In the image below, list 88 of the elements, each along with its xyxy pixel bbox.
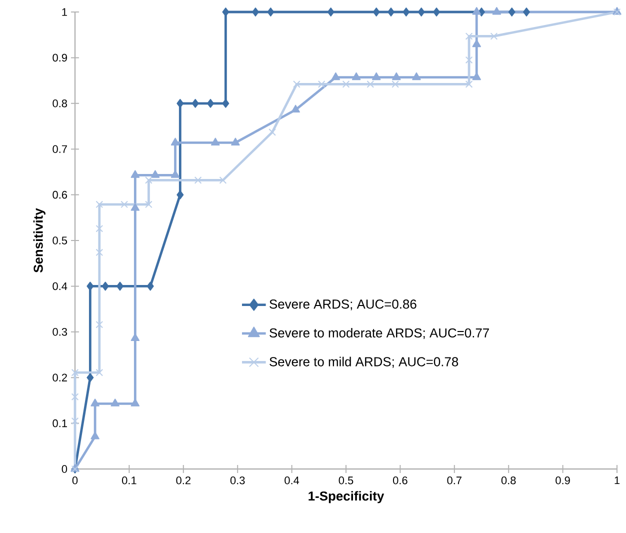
point [207, 98, 214, 108]
x-tick-label: 0 [72, 476, 78, 484]
point [231, 138, 240, 146]
point [252, 8, 259, 16]
point [222, 98, 230, 108]
y-tick-label: 0.6 [52, 190, 68, 199]
y-tick-label: 0.4 [52, 282, 68, 290]
y-tick-label: 0.3 [52, 328, 68, 336]
point [372, 8, 380, 16]
point [508, 8, 516, 16]
x-tick-label: 0.1 [122, 476, 136, 484]
point [293, 80, 300, 88]
point [327, 8, 334, 16]
point [372, 72, 381, 80]
y-tick-label: 0.2 [52, 374, 67, 382]
legend-label: Severe to moderate ARDS; AUC=0.77 [270, 328, 489, 340]
point [120, 200, 128, 208]
y-tick-label: 0.9 [52, 54, 67, 62]
point [291, 104, 300, 113]
point [418, 8, 425, 16]
point [342, 80, 350, 88]
point [130, 398, 140, 406]
point [96, 224, 104, 232]
point [71, 417, 79, 425]
point [96, 368, 104, 376]
point [176, 190, 184, 200]
point [465, 32, 473, 40]
point [130, 203, 140, 211]
point [523, 8, 530, 16]
point [86, 282, 94, 291]
point [96, 248, 104, 256]
y-tick-label: 1 [62, 8, 67, 16]
y-tick-label: 0.7 [52, 145, 67, 153]
point [145, 200, 152, 208]
legend-label: Severe ARDS; AUC=0.86 [270, 300, 416, 310]
point [267, 8, 274, 16]
y-tick-label: 0 [62, 465, 68, 473]
point [192, 98, 199, 108]
point [102, 282, 109, 291]
point [472, 7, 482, 15]
point [268, 128, 276, 136]
point [96, 320, 104, 328]
point [90, 398, 100, 406]
point [392, 72, 401, 80]
point [96, 200, 104, 208]
point [492, 7, 502, 15]
point [412, 72, 421, 80]
point [366, 80, 374, 88]
x-tick-label: 0.5 [338, 476, 354, 484]
y-axis-title: Sensitivity [33, 208, 46, 273]
x-tick-label: 0.6 [393, 476, 408, 484]
point [110, 398, 120, 406]
point [465, 80, 473, 88]
point [392, 80, 399, 88]
point [130, 170, 140, 178]
point [388, 8, 394, 16]
point [222, 8, 230, 16]
point [71, 393, 79, 400]
x-tick-label: 0.8 [501, 476, 516, 484]
x-tick-label: 0.4 [284, 476, 300, 484]
point [219, 176, 227, 184]
point [145, 176, 152, 184]
x-axis-title: 1-Specificity [308, 491, 384, 504]
point [352, 72, 361, 80]
y-tick-label: 0.1 [52, 419, 67, 428]
point [176, 98, 184, 108]
point [465, 56, 473, 64]
point [71, 368, 79, 376]
point [433, 8, 440, 16]
x-tick-label: 0.7 [447, 476, 462, 484]
point [490, 32, 498, 40]
point [402, 8, 410, 16]
x-tick-label: 0.2 [176, 476, 190, 484]
y-tick-label: 0.5 [52, 236, 68, 244]
point [86, 373, 94, 382]
x-tick-label: 1 [614, 476, 620, 484]
y-tick-label: 0.8 [52, 100, 68, 108]
point [210, 138, 220, 146]
point [318, 80, 326, 88]
legend-label: Severe to mild ARDS; AUC=0.78 [270, 356, 458, 368]
point [146, 282, 154, 291]
point [116, 282, 124, 291]
x-tick-label: 0.9 [556, 476, 570, 484]
point [194, 176, 202, 184]
point [170, 138, 180, 146]
point [331, 72, 340, 80]
x-tick-label: 0.3 [230, 476, 245, 484]
point [150, 170, 160, 178]
